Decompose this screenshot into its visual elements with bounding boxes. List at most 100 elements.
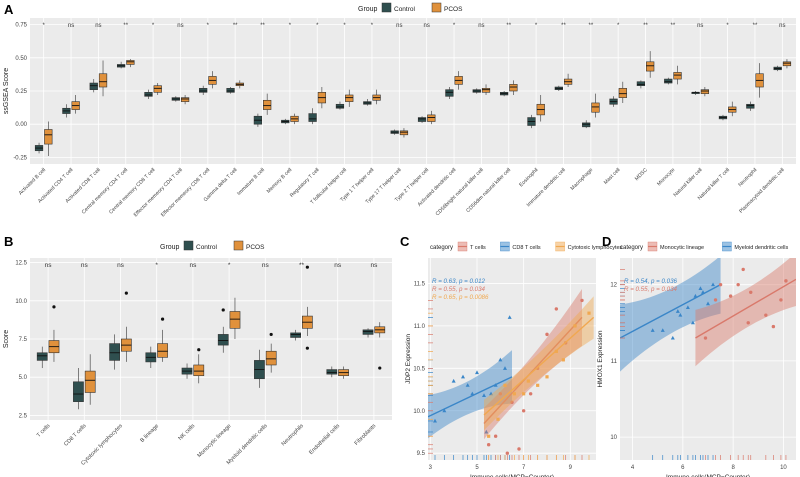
x-tick-label: 6	[681, 465, 685, 471]
data-point	[554, 349, 558, 353]
significance-label: *	[43, 23, 46, 29]
x-tick-label: Cytotoxic lymphocytes	[80, 423, 124, 467]
panel-label: B	[4, 234, 13, 249]
significance-label: ns	[68, 23, 74, 29]
x-tick-label: 5	[475, 465, 479, 471]
data-point	[484, 429, 489, 434]
correlation-annotation: R = 0.63, p = 0.012	[432, 278, 486, 285]
significance-label: ns	[779, 23, 785, 29]
confidence-band-0	[620, 258, 721, 372]
significance-label: ns	[370, 262, 378, 269]
box-pcos	[673, 72, 682, 80]
y-axis-title: Score	[3, 330, 10, 348]
x-tick-label: 9	[569, 465, 573, 471]
x-tick-label: Fibroblasts	[354, 423, 378, 447]
x-tick-label: B lineage	[139, 423, 160, 444]
box-control	[636, 81, 646, 86]
box-pcos	[591, 102, 600, 113]
box-control	[109, 343, 121, 361]
x-tick-label: T cells	[36, 423, 52, 439]
box-pcos	[427, 114, 436, 122]
y-tick-label: 10.5	[413, 366, 425, 372]
data-point	[587, 311, 591, 315]
significance-label: ns	[478, 23, 484, 29]
box-pcos	[618, 88, 627, 98]
data-point	[728, 294, 733, 298]
data-point	[505, 451, 510, 455]
panel-c: C 9.5 10.0 10.5 11.0 11.5 3 5 7 9 R = 0.63, p = 0.…	[400, 234, 623, 477]
data-point	[433, 418, 437, 423]
data-point	[503, 383, 507, 387]
significance-label: **	[260, 23, 265, 29]
data-point	[498, 392, 503, 396]
data-point	[746, 321, 750, 325]
box-pcos	[509, 84, 518, 92]
x-tick-label: Central memory CD8 T cell	[108, 167, 156, 215]
data-point	[486, 443, 491, 447]
data-point	[528, 392, 533, 396]
legend-label-pcos: PCOS	[444, 6, 463, 13]
data-point	[521, 409, 526, 413]
plot-area	[428, 288, 595, 455]
significance-label: ns	[396, 23, 402, 29]
significance-label: *	[343, 23, 346, 29]
data-point	[779, 298, 783, 302]
box-control	[746, 103, 755, 109]
significance-label: ns	[117, 262, 125, 269]
box-control	[199, 88, 208, 93]
data-point	[706, 301, 710, 306]
box-control	[89, 82, 98, 90]
legend-label: Myeloid dendritic cells	[734, 245, 788, 251]
data-point	[512, 392, 516, 396]
panel-label: A	[4, 2, 14, 17]
data-point	[526, 379, 530, 383]
correlation-annotation: R = 0.65, p = 0.0086	[432, 294, 489, 301]
legend-label-control: Control	[196, 244, 218, 251]
box-pcos	[84, 370, 96, 393]
legend-title: Group	[358, 6, 378, 13]
legend-label: Cytotoxic lymphocytes	[568, 245, 623, 251]
box-control	[326, 369, 338, 375]
box-control	[217, 334, 229, 346]
data-point	[496, 417, 500, 421]
data-point	[493, 383, 498, 387]
x-axis-title: Immune cells(MCP−Counter)	[666, 474, 750, 477]
y-tick-label: 12	[610, 283, 617, 289]
legend-title: Group	[160, 244, 180, 251]
plot-area	[620, 258, 796, 372]
x-tick-label: CD56bright natural killer cell	[435, 167, 485, 217]
x-tick-label: NK cells	[178, 423, 197, 442]
legend-title: category	[430, 245, 453, 251]
x-tick-label: Monocytic lineage	[197, 423, 233, 459]
x-tick-label: Central memory CD4 T cell	[81, 167, 129, 215]
x-tick-label: Endothelial cells	[308, 423, 341, 456]
legend-label: Monocytic lineage	[660, 245, 704, 251]
legend-label: CD8 T cells	[512, 245, 540, 251]
data-point	[678, 312, 683, 317]
data-point	[784, 279, 788, 283]
panel-label: D	[602, 234, 611, 249]
data-point	[536, 383, 540, 387]
data-point	[698, 286, 703, 290]
box-control	[417, 117, 427, 122]
y-tick-label: 12.5	[15, 261, 27, 267]
box-control	[582, 122, 591, 128]
data-point	[741, 267, 745, 272]
x-tick-label: Neutrophils	[281, 423, 305, 447]
y-tick-label: 10	[610, 435, 617, 441]
box-pcos	[44, 129, 53, 145]
data-point	[503, 366, 507, 370]
x-tick-label: 10	[780, 465, 787, 471]
box-pcos	[399, 130, 409, 136]
legend-label-pcos: PCOS	[246, 244, 265, 251]
data-point	[693, 293, 698, 298]
y-tick-label: 11.5	[414, 281, 426, 287]
data-point	[650, 328, 655, 332]
significance-label: **	[753, 23, 758, 29]
legend-swatch-pcos	[233, 240, 244, 251]
data-point	[675, 309, 680, 313]
panel-a: A Group Control PCOS -0.25 0.00 0.25 0.50 0.75 * A…	[3, 2, 796, 218]
plot-background	[428, 258, 596, 460]
confidence-band-1	[484, 288, 582, 440]
